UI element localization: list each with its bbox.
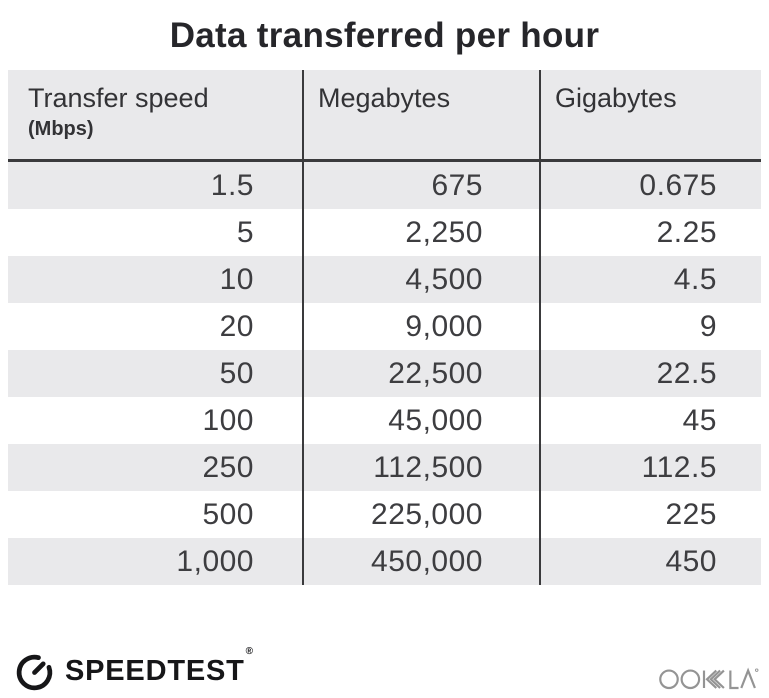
cell-megabytes: 675 — [302, 162, 539, 209]
cell-megabytes: 22,500 — [302, 350, 539, 397]
cell-megabytes: 9,000 — [302, 303, 539, 350]
cell-speed: 5 — [236, 215, 254, 249]
cell-gigabytes: 45 — [539, 397, 761, 444]
cell-gigabytes: 9 — [539, 303, 761, 350]
table-row: 100 45,000 45 — [8, 397, 761, 444]
header-transfer-speed-unit: (Mbps) — [28, 118, 94, 140]
cell-megabytes: 4,500 — [302, 256, 539, 303]
footer: SPEEDTEST® OOKLA — [14, 646, 759, 692]
cell-megabytes: 45,000 — [302, 397, 539, 444]
table-row: 5 2,250 2.25 — [8, 209, 761, 256]
header-gigabytes: Gigabytes — [539, 70, 761, 159]
table-row: 10 4,500 4.5 — [8, 256, 761, 303]
table-row: 250 112,500 112.5 — [8, 444, 761, 491]
header-megabytes: Megabytes — [302, 70, 539, 159]
cell-speed: 500 — [202, 497, 254, 531]
table-row: 20 9,000 9 — [8, 303, 761, 350]
cell-speed: 1.5 — [210, 168, 254, 202]
cell-megabytes: 450,000 — [302, 538, 539, 585]
table-row: 50 22,500 22.5 — [8, 350, 761, 397]
table-row: 1,000 450,000 450 — [8, 538, 761, 585]
table-header-row: Transfer speed (Mbps) Megabytes Gigabyte… — [8, 70, 761, 162]
table-row: 500 225,000 225 — [8, 491, 761, 538]
cell-gigabytes: 112.5 — [539, 444, 761, 491]
page-title: Data transferred per hour — [169, 16, 600, 55]
data-table: Transfer speed (Mbps) Megabytes Gigabyte… — [8, 70, 761, 585]
cell-gigabytes: 4.5 — [539, 256, 761, 303]
header-megabytes-label: Megabytes — [318, 83, 451, 113]
cell-speed: 20 — [219, 309, 254, 343]
cell-megabytes: 112,500 — [302, 444, 539, 491]
registered-mark-icon: ® — [245, 646, 254, 657]
header-gigabytes-label: Gigabytes — [555, 83, 677, 113]
cell-gigabytes: 225 — [539, 491, 761, 538]
cell-speed: 100 — [202, 403, 254, 437]
speedtest-gauge-icon — [14, 651, 55, 692]
speedtest-wordmark: SPEEDTEST® — [65, 646, 254, 687]
cell-speed: 50 — [219, 356, 254, 390]
header-transfer-speed: Transfer speed (Mbps) — [8, 70, 302, 159]
ookla-wordmark-logo: OOKLA — [659, 662, 759, 692]
header-transfer-speed-label: Transfer speed — [28, 83, 209, 113]
cell-speed: 1,000 — [176, 544, 254, 578]
speedtest-logo: SPEEDTEST® — [14, 646, 254, 692]
cell-megabytes: 2,250 — [302, 209, 539, 256]
cell-gigabytes: 2.25 — [539, 209, 761, 256]
cell-gigabytes: 22.5 — [539, 350, 761, 397]
cell-speed: 250 — [202, 450, 254, 484]
cell-megabytes: 225,000 — [302, 491, 539, 538]
cell-gigabytes: 450 — [539, 538, 761, 585]
cell-speed: 10 — [219, 262, 254, 296]
table-row: 1.5 675 0.675 — [8, 162, 761, 209]
cell-gigabytes: 0.675 — [539, 162, 761, 209]
